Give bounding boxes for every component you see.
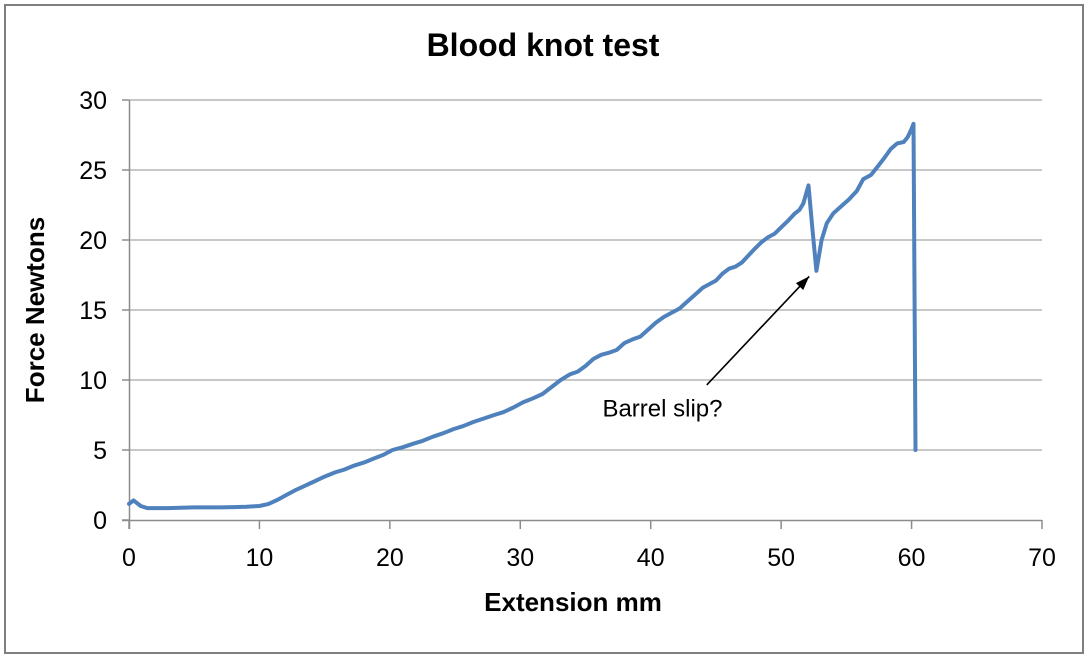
x-tick-label-70: 70 [1028,544,1056,572]
x-tick-label-30: 30 [506,544,534,572]
y-axis-title: Force Newtons [20,217,50,403]
data-series-group [127,121,918,511]
y-tick-label-5: 5 [93,437,107,465]
x-tick-label-0: 0 [122,544,136,572]
x-tick-label-20: 20 [376,544,404,572]
y-tick-label-20: 20 [79,227,107,255]
annotation-arrow [706,275,810,386]
x-tick-label-40: 40 [637,544,665,572]
tick-labels: 0 5 10 15 20 25 30 0 10 20 30 40 50 60 70 [79,87,1056,572]
x-axis-title: Extension mm [484,587,662,617]
y-tick-label-15: 15 [79,297,107,325]
y-tick-label-25: 25 [79,157,107,185]
y-tick-label-10: 10 [79,367,107,395]
x-tick-label-60: 60 [898,544,926,572]
x-tick-label-10: 10 [246,544,274,572]
axes [122,99,1043,529]
arrow-head-icon [795,276,810,291]
y-tick-label-30: 30 [79,87,107,115]
gridlines [129,99,1042,451]
chart-border [4,4,1084,654]
chart-title: Blood knot test [427,27,660,63]
annotation-text: Barrel slip? [602,395,722,422]
y-tick-label-0: 0 [93,507,107,535]
data-series-line [127,121,918,511]
x-tick-label-50: 50 [767,544,795,572]
arrow-line [706,275,810,386]
